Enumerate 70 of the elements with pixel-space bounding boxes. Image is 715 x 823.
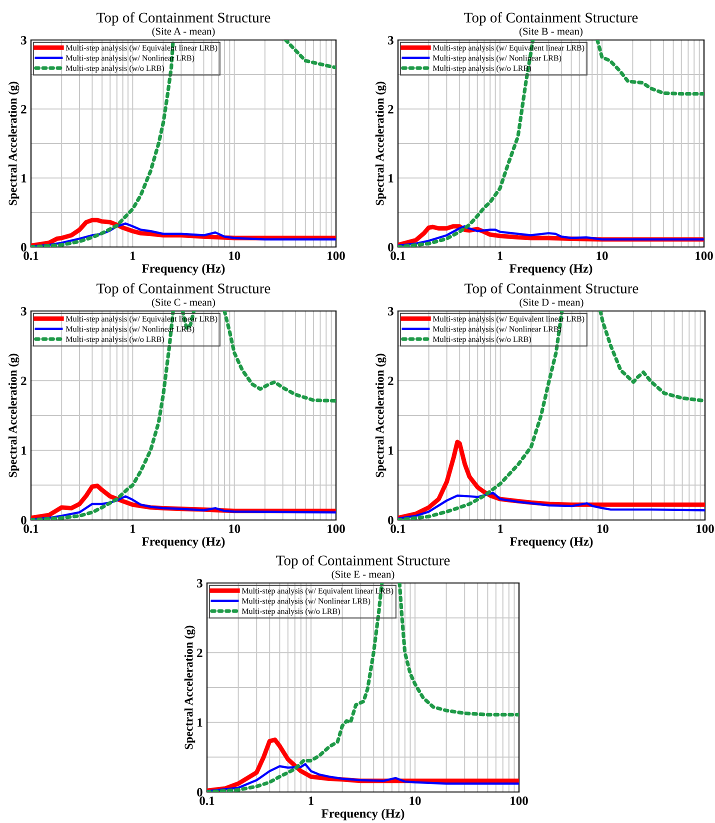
legend-label: Multi-step analysis (w/ Nonlinear LRB)	[432, 55, 562, 62]
y-tick-label: 1	[198, 718, 202, 727]
chart-subtitle: (Site E - mean)	[332, 570, 394, 580]
x-tick-label: 100	[696, 252, 713, 260]
y-tick-label: 3	[388, 307, 394, 316]
legend-label: Multi-step analysis (w/o LRB)	[66, 336, 164, 344]
legend-label: Multi-step analysis (w/ Equivalent linear LRB)	[242, 588, 394, 596]
chart-subtitle: (Site B - mean)	[519, 27, 583, 37]
chart-title: Top of Containment Structure	[96, 12, 270, 26]
chart-subtitle: (Site D - mean)	[520, 298, 584, 308]
y-tick-label: 1	[22, 446, 26, 455]
x-axis-title: Frequency (Hz)	[510, 536, 593, 548]
y-tick-label: 3	[388, 36, 394, 44]
x-tick-label: 0.1	[390, 524, 406, 534]
x-tick-label: 1	[130, 252, 136, 260]
x-tick-label: 100	[328, 524, 345, 533]
legend-label: Multi-step analysis (w/ Equivalent linear LRB)	[66, 44, 218, 52]
x-tick-label: 10	[229, 252, 240, 260]
y-axis-title: Spectral Acceleration (g)	[184, 626, 196, 750]
x-tick-label: 1	[130, 524, 136, 533]
legend-label: Multi-step analysis (w/o LRB)	[242, 608, 340, 616]
chart-title: Top of Containment Structure	[96, 282, 270, 296]
x-tick-label: 10	[229, 524, 240, 533]
x-tick-label: 100	[328, 252, 345, 260]
legend-label: Multi-step analysis (w/ Nonlinear LRB)	[66, 326, 194, 334]
legend-label: Multi-step analysis (w/ Nonlinear LRB)	[242, 598, 370, 606]
y-tick-label: 3	[197, 579, 202, 588]
y-tick-label: 1	[388, 174, 394, 182]
x-tick-label: 0.1	[390, 252, 406, 260]
y-tick-label: 1	[22, 174, 26, 182]
x-tick-label: 10	[597, 524, 608, 533]
x-tick-label: 10	[596, 252, 608, 260]
y-tick-label: 0	[21, 243, 26, 252]
y-axis-title: Spectral Acceleration (g)	[8, 82, 20, 206]
y-tick-label: 0	[197, 788, 202, 796]
x-tick-label: 1	[308, 796, 314, 805]
y-tick-label: 0	[388, 516, 394, 524]
chart-title: Top of Containment Structure	[276, 554, 450, 568]
chart-title: Top of Containment Structure	[464, 12, 638, 26]
legend-label: Multi-step analysis (w/ Nonlinear LRB)	[432, 326, 562, 334]
y-tick-label: 0	[388, 243, 394, 252]
chart-title: Top of Containment Structure	[464, 282, 638, 296]
y-tick-label: 1	[388, 446, 394, 455]
chart-subtitle: (Site A - mean)	[152, 27, 215, 37]
chart-subtitle: (Site C - mean)	[152, 298, 216, 308]
x-tick-label: 0.1	[200, 796, 214, 806]
y-tick-label: 2	[388, 105, 394, 114]
x-axis-title: Frequency (Hz)	[142, 264, 225, 276]
y-tick-label: 2	[388, 376, 394, 386]
y-tick-label: 2	[21, 376, 26, 386]
x-tick-label: 100	[696, 524, 714, 533]
y-tick-label: 3	[21, 36, 26, 44]
legend-label: Multi-step analysis (w/o LRB)	[66, 65, 164, 73]
y-axis-title: Spectral Acceleration (g)	[375, 354, 386, 478]
x-tick-label: 0.1	[24, 524, 38, 534]
y-tick-label: 2	[21, 105, 26, 114]
x-axis-title: Frequency (Hz)	[142, 536, 225, 548]
x-tick-label: 10	[410, 796, 421, 805]
x-tick-label: 0.1	[24, 252, 38, 260]
legend-label: Multi-step analysis (w/o LRB)	[432, 336, 531, 344]
y-tick-label: 2	[197, 648, 202, 658]
x-axis-title: Frequency (Hz)	[509, 264, 592, 276]
y-axis-title: Spectral Acceleration (g)	[8, 354, 20, 478]
x-tick-label: 1	[498, 524, 503, 533]
x-axis-title: Frequency (Hz)	[321, 808, 404, 820]
y-tick-label: 0	[21, 516, 26, 524]
y-axis-title: Spectral Acceleration (g)	[375, 82, 386, 206]
x-tick-label: 1	[498, 252, 502, 260]
x-tick-label: 100	[510, 796, 528, 805]
y-tick-label: 3	[21, 307, 26, 316]
